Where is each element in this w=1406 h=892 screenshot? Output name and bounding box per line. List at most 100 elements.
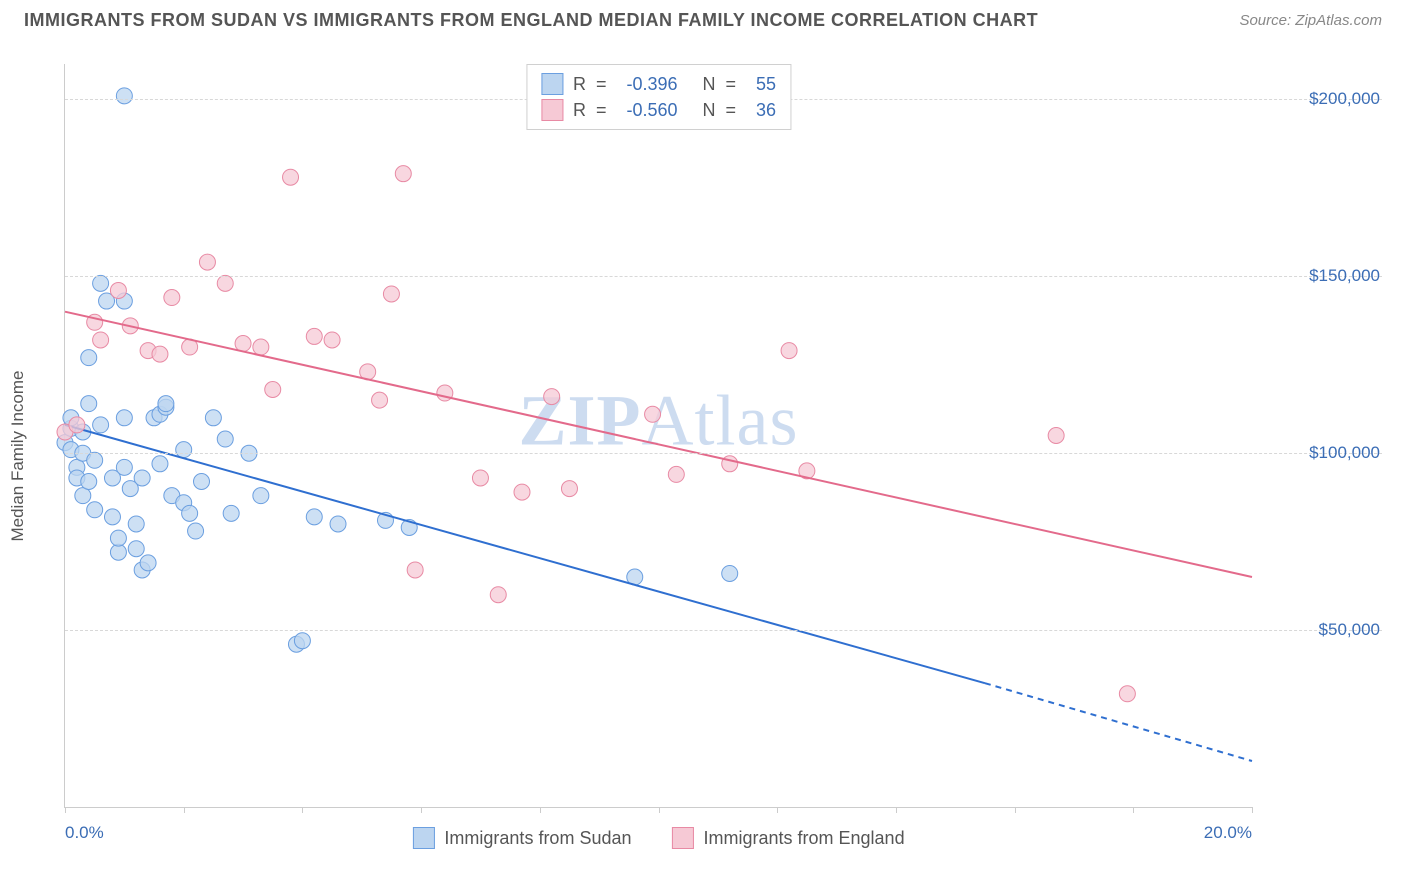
y-axis-label: Median Family Income: [8, 370, 28, 541]
y-tick-label: $50,000: [1260, 620, 1380, 640]
r-label: R =: [573, 74, 617, 95]
data-point-england: [383, 286, 399, 302]
data-point-sudan: [128, 541, 144, 557]
data-point-england: [235, 336, 251, 352]
swatch-sudan: [541, 73, 563, 95]
gridline-h: [65, 630, 1382, 631]
data-point-sudan: [294, 633, 310, 649]
data-point-sudan: [87, 502, 103, 518]
x-tick: [184, 807, 185, 813]
n-label: N =: [688, 100, 747, 121]
data-point-england: [283, 169, 299, 185]
data-point-sudan: [176, 442, 192, 458]
data-point-england: [265, 382, 281, 398]
data-point-sudan: [194, 473, 210, 489]
data-point-sudan: [93, 417, 109, 433]
data-point-england: [253, 339, 269, 355]
data-point-england: [324, 332, 340, 348]
data-point-sudan: [110, 544, 126, 560]
r-value-sudan: -0.396: [626, 74, 677, 95]
trendline-england: [65, 312, 1252, 577]
data-point-sudan: [116, 410, 132, 426]
data-point-england: [645, 406, 661, 422]
gridline-h: [65, 453, 1382, 454]
data-point-england: [781, 343, 797, 359]
data-point-sudan: [110, 530, 126, 546]
x-tick: [421, 807, 422, 813]
data-point-england: [306, 328, 322, 344]
data-point-sudan: [140, 555, 156, 571]
data-point-sudan: [217, 431, 233, 447]
data-point-england: [472, 470, 488, 486]
data-point-sudan: [158, 396, 174, 412]
legend-stats-row-sudan: R = -0.396 N = 55: [541, 71, 776, 97]
data-point-england: [69, 417, 85, 433]
data-point-sudan: [152, 456, 168, 472]
swatch-england: [672, 827, 694, 849]
data-point-england: [152, 346, 168, 362]
x-tick: [777, 807, 778, 813]
legend-item-sudan: Immigrants from Sudan: [412, 827, 631, 849]
x-tick: [896, 807, 897, 813]
y-tick-label: $200,000: [1260, 89, 1380, 109]
x-tick: [65, 807, 66, 813]
chart-container: Median Family Income ZIPAtlas R = -0.396…: [24, 44, 1382, 868]
y-tick-label: $100,000: [1260, 443, 1380, 463]
data-point-sudan: [81, 350, 97, 366]
data-point-sudan: [134, 470, 150, 486]
data-point-sudan: [306, 509, 322, 525]
data-point-sudan: [81, 473, 97, 489]
data-point-sudan: [116, 459, 132, 475]
data-point-england: [217, 275, 233, 291]
data-point-england: [93, 332, 109, 348]
trendline-sudan: [65, 425, 985, 683]
data-point-england: [561, 481, 577, 497]
data-point-england: [514, 484, 530, 500]
data-point-sudan: [253, 488, 269, 504]
data-point-sudan: [722, 565, 738, 581]
x-tick-label: 0.0%: [65, 823, 104, 843]
legend-series: Immigrants from Sudan Immigrants from En…: [412, 827, 904, 849]
x-tick: [540, 807, 541, 813]
y-tick-label: $150,000: [1260, 266, 1380, 286]
data-point-england: [199, 254, 215, 270]
data-point-sudan: [128, 516, 144, 532]
swatch-england: [541, 99, 563, 121]
gridline-h: [65, 276, 1382, 277]
data-point-sudan: [188, 523, 204, 539]
data-point-england: [395, 166, 411, 182]
x-tick: [302, 807, 303, 813]
data-point-england: [1048, 428, 1064, 444]
data-point-england: [1119, 686, 1135, 702]
data-point-sudan: [205, 410, 221, 426]
data-point-england: [110, 282, 126, 298]
x-tick: [1015, 807, 1016, 813]
data-point-sudan: [104, 509, 120, 525]
trendline-dash-sudan: [985, 683, 1252, 761]
n-label: N =: [688, 74, 747, 95]
x-tick-label: 20.0%: [1204, 823, 1252, 843]
x-tick: [659, 807, 660, 813]
data-point-sudan: [330, 516, 346, 532]
data-point-sudan: [223, 505, 239, 521]
legend-stats: R = -0.396 N = 55 R = -0.560 N = 36: [526, 64, 791, 130]
plot-area: ZIPAtlas R = -0.396 N = 55 R = -0.560 N …: [64, 64, 1252, 808]
data-point-sudan: [182, 505, 198, 521]
series-label-sudan: Immigrants from Sudan: [444, 828, 631, 849]
legend-item-england: Immigrants from England: [672, 827, 905, 849]
chart-title: IMMIGRANTS FROM SUDAN VS IMMIGRANTS FROM…: [24, 10, 1038, 31]
data-point-england: [372, 392, 388, 408]
plot-svg: [65, 64, 1252, 807]
data-point-sudan: [87, 452, 103, 468]
data-point-england: [668, 466, 684, 482]
legend-stats-row-england: R = -0.560 N = 36: [541, 97, 776, 123]
n-value-sudan: 55: [756, 74, 776, 95]
r-value-england: -0.560: [626, 100, 677, 121]
x-tick: [1133, 807, 1134, 813]
data-point-england: [164, 290, 180, 306]
r-label: R =: [573, 100, 617, 121]
data-point-england: [544, 389, 560, 405]
n-value-england: 36: [756, 100, 776, 121]
data-point-sudan: [75, 488, 91, 504]
series-label-england: Immigrants from England: [704, 828, 905, 849]
